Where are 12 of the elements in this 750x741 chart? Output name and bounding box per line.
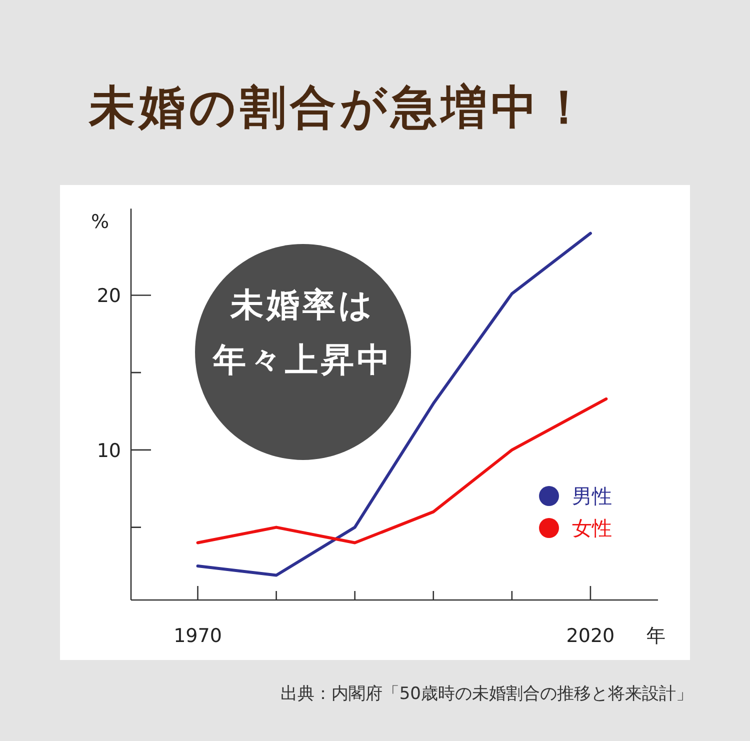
legend-label: 男性 <box>572 484 612 508</box>
annotation: 未婚率は <box>230 285 376 324</box>
source-note: 出典：内閣府「50歳時の未婚割合の推移と将来設計」 <box>280 684 693 704</box>
y-tick-label: 10 <box>96 440 121 462</box>
annotation: 年々上昇中 <box>212 340 393 379</box>
chart-title: 未婚の割合が急増中！ <box>88 80 591 134</box>
y-tick-label: 20 <box>96 285 121 308</box>
x-tick-label: 2020 <box>566 625 615 647</box>
x-axis-title: 年 <box>646 625 666 647</box>
x-tick-label: 1970 <box>174 625 222 647</box>
legend-label: 女性 <box>572 516 612 540</box>
y-axis-title: % <box>90 211 110 233</box>
